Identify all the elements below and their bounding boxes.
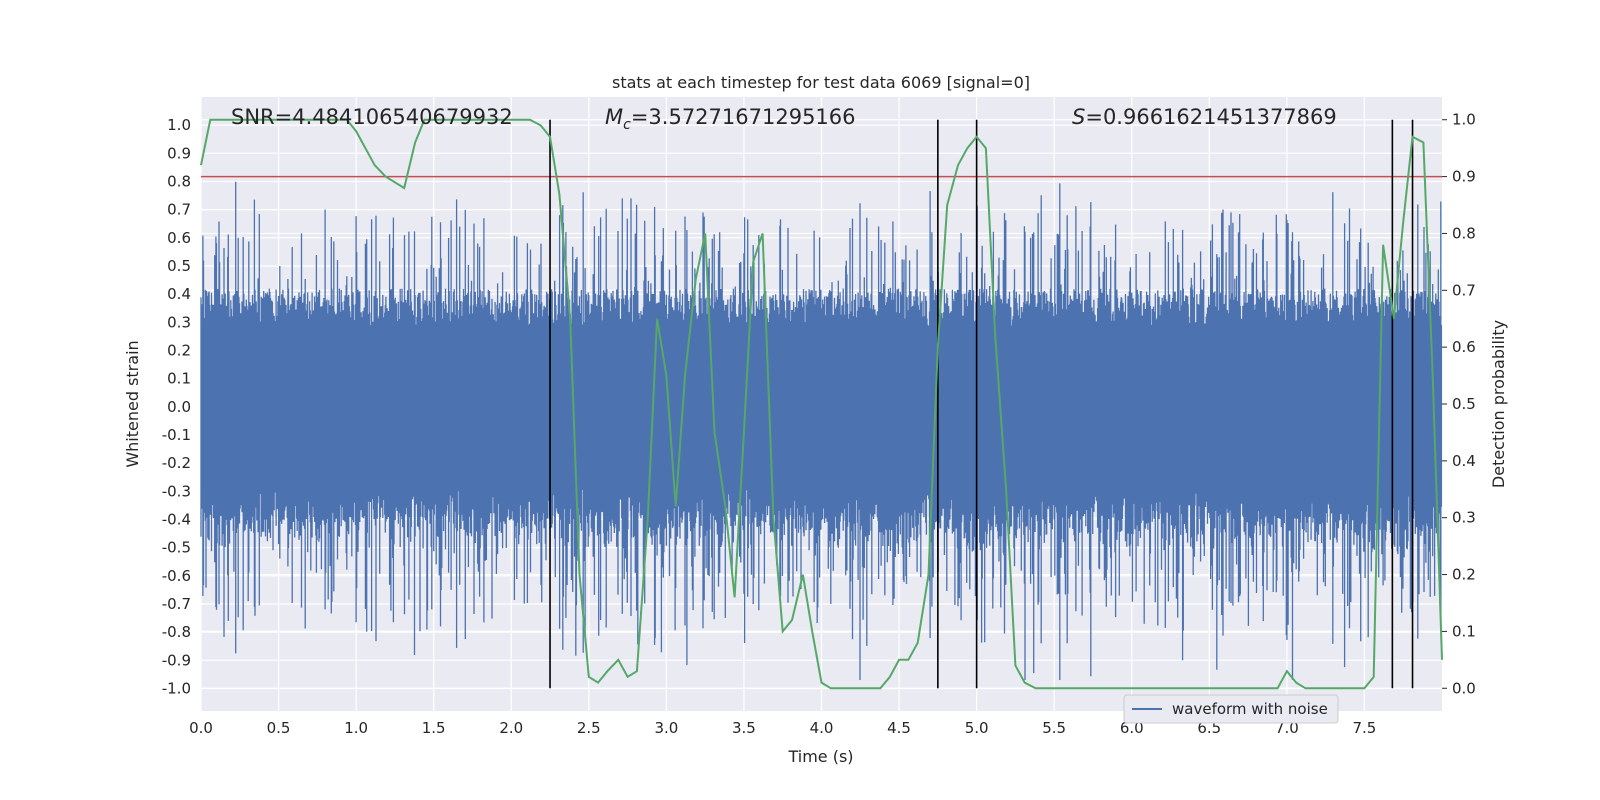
- y-tick-label: 0.3: [167, 313, 191, 331]
- y2-tick-label: 0.1: [1452, 622, 1476, 640]
- snr-annotation: SNR=4.484106540679932: [231, 105, 513, 129]
- x-tick-label: 4.0: [810, 719, 834, 737]
- y2-tick-label: 0.0: [1452, 679, 1476, 697]
- x-tick-label: 0.5: [267, 719, 291, 737]
- x-tick-label: 3.5: [732, 719, 756, 737]
- y-tick-label: 0.6: [167, 229, 191, 247]
- y-tick-labels: 1.0 0.9 0.8 0.7 0.6 0.5 0.4 0.3 0.2 0.1 0.0 -0.1 -0.…: [162, 116, 191, 697]
- y-tick-label: -0.6: [162, 567, 191, 585]
- x-tick-label: 5.0: [965, 719, 989, 737]
- y2-tick-label: 0.2: [1452, 566, 1476, 584]
- strain-trace: [200, 181, 1443, 680]
- s-annotation: S=0.9661621451377869: [1072, 105, 1337, 129]
- y2-tick-label: 0.8: [1452, 224, 1476, 242]
- strain-series: [200, 181, 1443, 680]
- y-tick-label: -0.1: [162, 426, 191, 444]
- y-tick-label: 0.4: [167, 285, 191, 303]
- y-tick-label: 1.0: [167, 116, 191, 134]
- y2-tick-label: 0.6: [1452, 338, 1476, 356]
- y-tick-label: -0.2: [162, 454, 191, 472]
- x-tick-label: 2.5: [577, 719, 601, 737]
- y2-tick-label: 0.7: [1452, 281, 1476, 299]
- y-tick-label: 0.0: [167, 398, 191, 416]
- y-tick-label: 0.7: [167, 201, 191, 219]
- legend-label: waveform with noise: [1172, 700, 1328, 718]
- y2-axis-label: Detection probability: [1489, 320, 1508, 488]
- x-tick-label: 0.0: [189, 719, 213, 737]
- probability-line: [200, 118, 1443, 690]
- x-axis-label: Time (s): [787, 747, 853, 766]
- mc-annotation: Mc=3.57271671295166: [605, 105, 856, 133]
- y-tick-label: 0.2: [167, 341, 191, 359]
- x-tick-label: 1.0: [344, 719, 368, 737]
- x-tick-label: 7.5: [1353, 719, 1377, 737]
- x-tick-label: 2.0: [499, 719, 523, 737]
- y-tick-label: -0.5: [162, 539, 191, 557]
- x-tick-label: 4.5: [887, 719, 911, 737]
- y2-tick-label: 1.0: [1452, 111, 1476, 129]
- y-tick-label: -0.9: [162, 651, 191, 669]
- y-tick-label: -0.3: [162, 482, 191, 500]
- y2-tick-label: 0.3: [1452, 509, 1476, 527]
- y2-tick-label: 0.5: [1452, 395, 1476, 413]
- y-tick-label: -0.4: [162, 510, 191, 528]
- y-tick-label: 0.1: [167, 370, 191, 388]
- x-tick-label: 3.0: [654, 719, 678, 737]
- legend: waveform with noise: [1123, 694, 1339, 724]
- y-tick-label: -1.0: [162, 679, 191, 697]
- x-tick-label: 1.5: [422, 719, 446, 737]
- y-tick-label: 0.5: [167, 257, 191, 275]
- chart-title: stats at each timestep for test data 606…: [612, 73, 1030, 92]
- y-tick-label: -0.7: [162, 595, 191, 613]
- y-axis-label: Whitened strain: [123, 340, 142, 467]
- y2-tick-label: 0.4: [1452, 452, 1476, 470]
- y2-tick-label: 0.9: [1452, 168, 1476, 186]
- y-tick-label: 0.8: [167, 172, 191, 190]
- vertical-markers: [549, 119, 1414, 689]
- legend-box: [1123, 694, 1339, 724]
- x-tick-label: 5.5: [1042, 719, 1066, 737]
- y-tick-label: 0.9: [167, 144, 191, 162]
- y-tick-label: -0.8: [162, 623, 191, 641]
- y2-tick-labels: 1.0 0.9 0.8 0.7 0.6 0.5 0.4 0.3 0.2 0.1 0.0: [1442, 111, 1476, 697]
